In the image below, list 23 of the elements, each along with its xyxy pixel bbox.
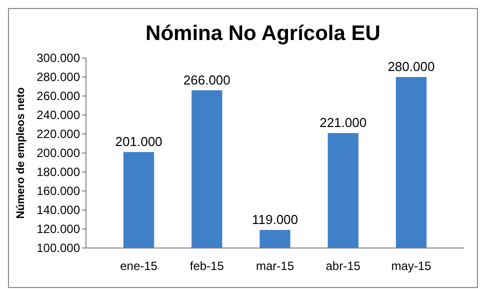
y-tick-label: 280.000 [36, 70, 80, 84]
chart-title: Nómina No Agrícola EU [146, 22, 380, 45]
y-tick-label: 100.000 [36, 241, 80, 256]
x-tick-label: mar-15 [256, 259, 294, 273]
data-label: 119.000 [252, 212, 298, 227]
x-tick-label: may-15 [391, 259, 432, 273]
data-label: 201.000 [115, 134, 162, 150]
y-tick-label: 120.000 [36, 222, 80, 236]
data-label: 266.000 [183, 72, 230, 88]
y-tick-label: 240.000 [36, 108, 80, 122]
data-label: 280.000 [388, 59, 435, 74]
y-axis-title: Número de empleos neto [15, 87, 27, 219]
y-tick-label: 180.000 [36, 165, 80, 180]
x-tick-label: feb-15 [190, 259, 224, 273]
y-tick-label: 300.000 [36, 51, 80, 66]
y-tick-label: 200.000 [36, 146, 80, 160]
x-tick-label: abr-15 [326, 259, 361, 273]
data-label: 221.000 [320, 115, 367, 130]
y-tick-label: 260.000 [36, 89, 80, 104]
y-tick-label: 220.000 [36, 127, 80, 142]
x-tick-label: ene-15 [120, 259, 158, 273]
y-tick-label: 160.000 [36, 184, 80, 198]
y-tick-label: 140.000 [36, 203, 80, 218]
